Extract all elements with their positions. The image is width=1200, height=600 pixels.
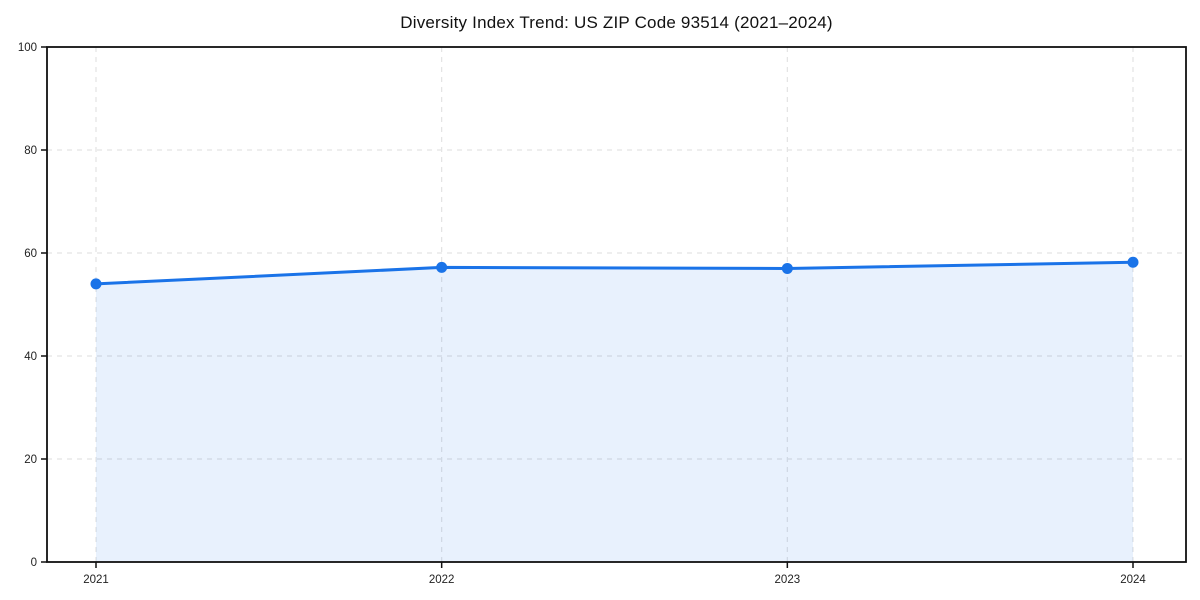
plot-frame: [46, 46, 1187, 563]
chart-title: Diversity Index Trend: US ZIP Code 93514…: [400, 13, 833, 32]
trend-line: [94, 260, 1135, 286]
y-tick-label: 40: [24, 351, 37, 363]
x-tick-label: 2023: [775, 574, 801, 586]
y-tick-label: 0: [31, 557, 37, 569]
y-tick-label: 20: [24, 454, 37, 466]
data-point-2024: [1127, 256, 1139, 268]
area-fill: [96, 262, 1133, 562]
x-tick-label: 2022: [429, 574, 455, 586]
x-tick-label: 2024: [1120, 574, 1146, 586]
data-point-2021: [90, 278, 102, 290]
data-point-2022: [436, 261, 448, 273]
y-tick-label: 100: [18, 42, 37, 54]
x-tick-label: 2021: [83, 574, 109, 586]
data-point-2023: [781, 262, 793, 274]
y-tick-label: 60: [24, 248, 37, 260]
y-tick-label: 80: [24, 145, 37, 157]
